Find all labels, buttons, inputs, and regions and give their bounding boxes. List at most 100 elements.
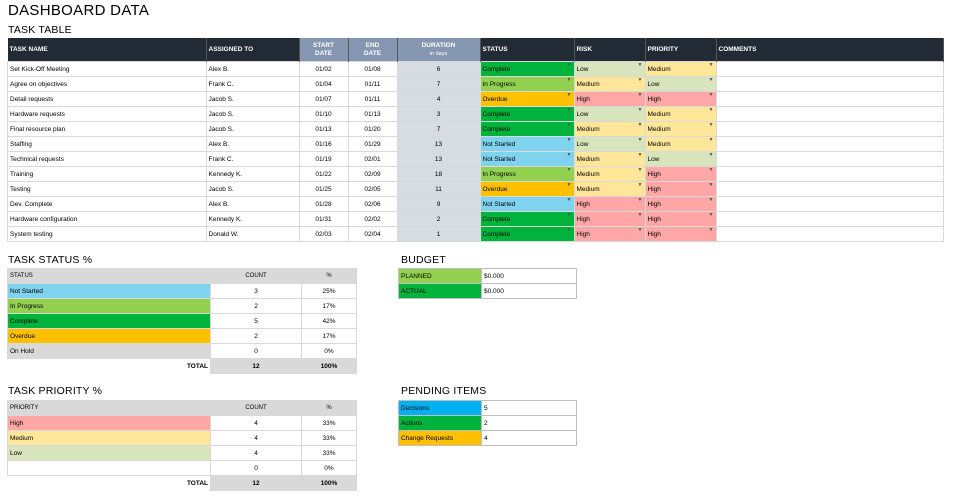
priority-dropdown-cell[interactable]: Medium ▼	[644, 106, 717, 122]
start-date-cell[interactable]: 01/19	[298, 151, 349, 167]
dropdown-arrow-icon[interactable]: ▼	[708, 152, 714, 159]
status-dropdown-cell[interactable]: Not Started ▼	[479, 136, 575, 152]
dropdown-arrow-icon[interactable]: ▼	[637, 182, 643, 189]
col-comments[interactable]: COMMENTS	[716, 38, 944, 62]
duration-cell[interactable]: 13	[396, 151, 481, 167]
start-date-cell[interactable]: 01/07	[298, 91, 349, 107]
dropdown-arrow-icon[interactable]: ▼	[708, 182, 714, 189]
task-name-cell[interactable]: Training	[7, 166, 207, 182]
status-label[interactable]: In Progress	[7, 298, 211, 314]
duration-cell[interactable]: 1	[396, 226, 481, 242]
risk-dropdown-cell[interactable]: Low ▼	[573, 136, 646, 152]
dropdown-arrow-icon[interactable]: ▼	[637, 122, 643, 129]
assigned-to-cell[interactable]: Alex B.	[205, 196, 300, 212]
status-percent[interactable]: 25%	[301, 283, 357, 299]
priority-dropdown-cell[interactable]: Medium ▼	[644, 136, 717, 152]
assigned-to-cell[interactable]: Jacob S.	[205, 121, 300, 137]
status-dropdown-cell[interactable]: Complete ▼	[479, 211, 575, 227]
priority-label[interactable]: Medium	[7, 430, 211, 446]
dropdown-arrow-icon[interactable]: ▼	[637, 227, 643, 234]
dropdown-arrow-icon[interactable]: ▼	[637, 167, 643, 174]
dropdown-arrow-icon[interactable]: ▼	[566, 227, 572, 234]
total-count[interactable]: 12	[210, 358, 302, 374]
task-name-cell[interactable]: Agree on objectives	[7, 76, 207, 92]
assigned-to-cell[interactable]: Alex B.	[205, 61, 300, 77]
dropdown-arrow-icon[interactable]: ▼	[637, 197, 643, 204]
dropdown-arrow-icon[interactable]: ▼	[708, 77, 714, 84]
task-name-cell[interactable]: Detail requests	[7, 91, 207, 107]
priority-label[interactable]: High	[7, 415, 211, 431]
start-date-cell[interactable]: 01/22	[298, 166, 349, 182]
dropdown-arrow-icon[interactable]: ▼	[708, 107, 714, 114]
start-date-cell[interactable]: 01/13	[298, 121, 349, 137]
dropdown-arrow-icon[interactable]: ▼	[566, 197, 572, 204]
comments-cell[interactable]	[715, 181, 944, 197]
dropdown-arrow-icon[interactable]: ▼	[637, 107, 643, 114]
assigned-to-cell[interactable]: Kennedy K.	[205, 211, 300, 227]
priority-percent[interactable]: 33%	[301, 415, 357, 431]
duration-cell[interactable]: 4	[396, 91, 481, 107]
col-end-date[interactable]: END DATE	[348, 38, 398, 62]
start-date-cell[interactable]: 01/10	[298, 106, 349, 122]
status-percent[interactable]: 17%	[301, 328, 357, 344]
priority-count[interactable]: 4	[210, 430, 302, 446]
dropdown-arrow-icon[interactable]: ▼	[566, 62, 572, 69]
dropdown-arrow-icon[interactable]: ▼	[708, 212, 714, 219]
end-date-cell[interactable]: 01/13	[347, 106, 398, 122]
status-percent[interactable]: 42%	[301, 313, 357, 329]
risk-dropdown-cell[interactable]: Medium ▼	[573, 76, 646, 92]
dropdown-arrow-icon[interactable]: ▼	[637, 212, 643, 219]
dropdown-arrow-icon[interactable]: ▼	[708, 197, 714, 204]
assigned-to-cell[interactable]: Alex B.	[205, 136, 300, 152]
status-dropdown-cell[interactable]: Not Started ▼	[479, 196, 575, 212]
start-date-cell[interactable]: 02/03	[298, 226, 349, 242]
status-count[interactable]: 2	[210, 328, 302, 344]
status-count[interactable]: 2	[210, 298, 302, 314]
comments-cell[interactable]	[715, 211, 944, 227]
priority-label[interactable]	[7, 460, 211, 476]
status-dropdown-cell[interactable]: Complete ▼	[479, 61, 575, 77]
comments-cell[interactable]	[715, 91, 944, 107]
priority-dropdown-cell[interactable]: Medium ▼	[644, 61, 717, 77]
status-label[interactable]: Complete	[7, 313, 211, 329]
status-count[interactable]: 3	[210, 283, 302, 299]
duration-cell[interactable]: 2	[396, 211, 481, 227]
dropdown-arrow-icon[interactable]: ▼	[566, 182, 572, 189]
priority-count[interactable]: 0	[210, 460, 302, 476]
priority-dropdown-cell[interactable]: High ▼	[644, 181, 717, 197]
end-date-cell[interactable]: 01/08	[347, 61, 398, 77]
dropdown-arrow-icon[interactable]: ▼	[708, 122, 714, 129]
status-count[interactable]: 0	[210, 343, 302, 359]
priority-dropdown-cell[interactable]: Medium ▼	[644, 121, 717, 137]
priority-dropdown-cell[interactable]: High ▼	[644, 196, 717, 212]
priority-dropdown-cell[interactable]: Low ▼	[644, 76, 717, 92]
end-date-cell[interactable]: 02/02	[347, 211, 398, 227]
risk-dropdown-cell[interactable]: Medium ▼	[573, 166, 646, 182]
assigned-to-cell[interactable]: Jacob S.	[205, 91, 300, 107]
end-date-cell[interactable]: 02/06	[347, 196, 398, 212]
duration-cell[interactable]: 3	[396, 106, 481, 122]
dropdown-arrow-icon[interactable]: ▼	[708, 227, 714, 234]
budget-planned-value[interactable]: $0.000	[481, 268, 577, 284]
dropdown-arrow-icon[interactable]: ▼	[637, 77, 643, 84]
risk-dropdown-cell[interactable]: Low ▼	[573, 106, 646, 122]
priority-count[interactable]: 4	[210, 415, 302, 431]
assigned-to-cell[interactable]: Frank C.	[205, 76, 300, 92]
duration-cell[interactable]: 11	[396, 181, 481, 197]
start-date-cell[interactable]: 01/04	[298, 76, 349, 92]
risk-dropdown-cell[interactable]: High ▼	[573, 211, 646, 227]
risk-dropdown-cell[interactable]: Medium ▼	[573, 121, 646, 137]
end-date-cell[interactable]: 02/04	[347, 226, 398, 242]
status-dropdown-cell[interactable]: Complete ▼	[479, 226, 575, 242]
priority-label[interactable]: Low	[7, 445, 211, 461]
status-label[interactable]: On Hold	[7, 343, 211, 359]
task-name-cell[interactable]: Final resource plan	[7, 121, 207, 137]
end-date-cell[interactable]: 02/05	[347, 181, 398, 197]
task-name-cell[interactable]: System testing	[7, 226, 207, 242]
col-start-date[interactable]: START DATE	[299, 38, 349, 62]
start-date-cell[interactable]: 01/02	[298, 61, 349, 77]
dropdown-arrow-icon[interactable]: ▼	[566, 107, 572, 114]
end-date-cell[interactable]: 01/11	[347, 91, 398, 107]
end-date-cell[interactable]: 01/20	[347, 121, 398, 137]
comments-cell[interactable]	[715, 121, 944, 137]
